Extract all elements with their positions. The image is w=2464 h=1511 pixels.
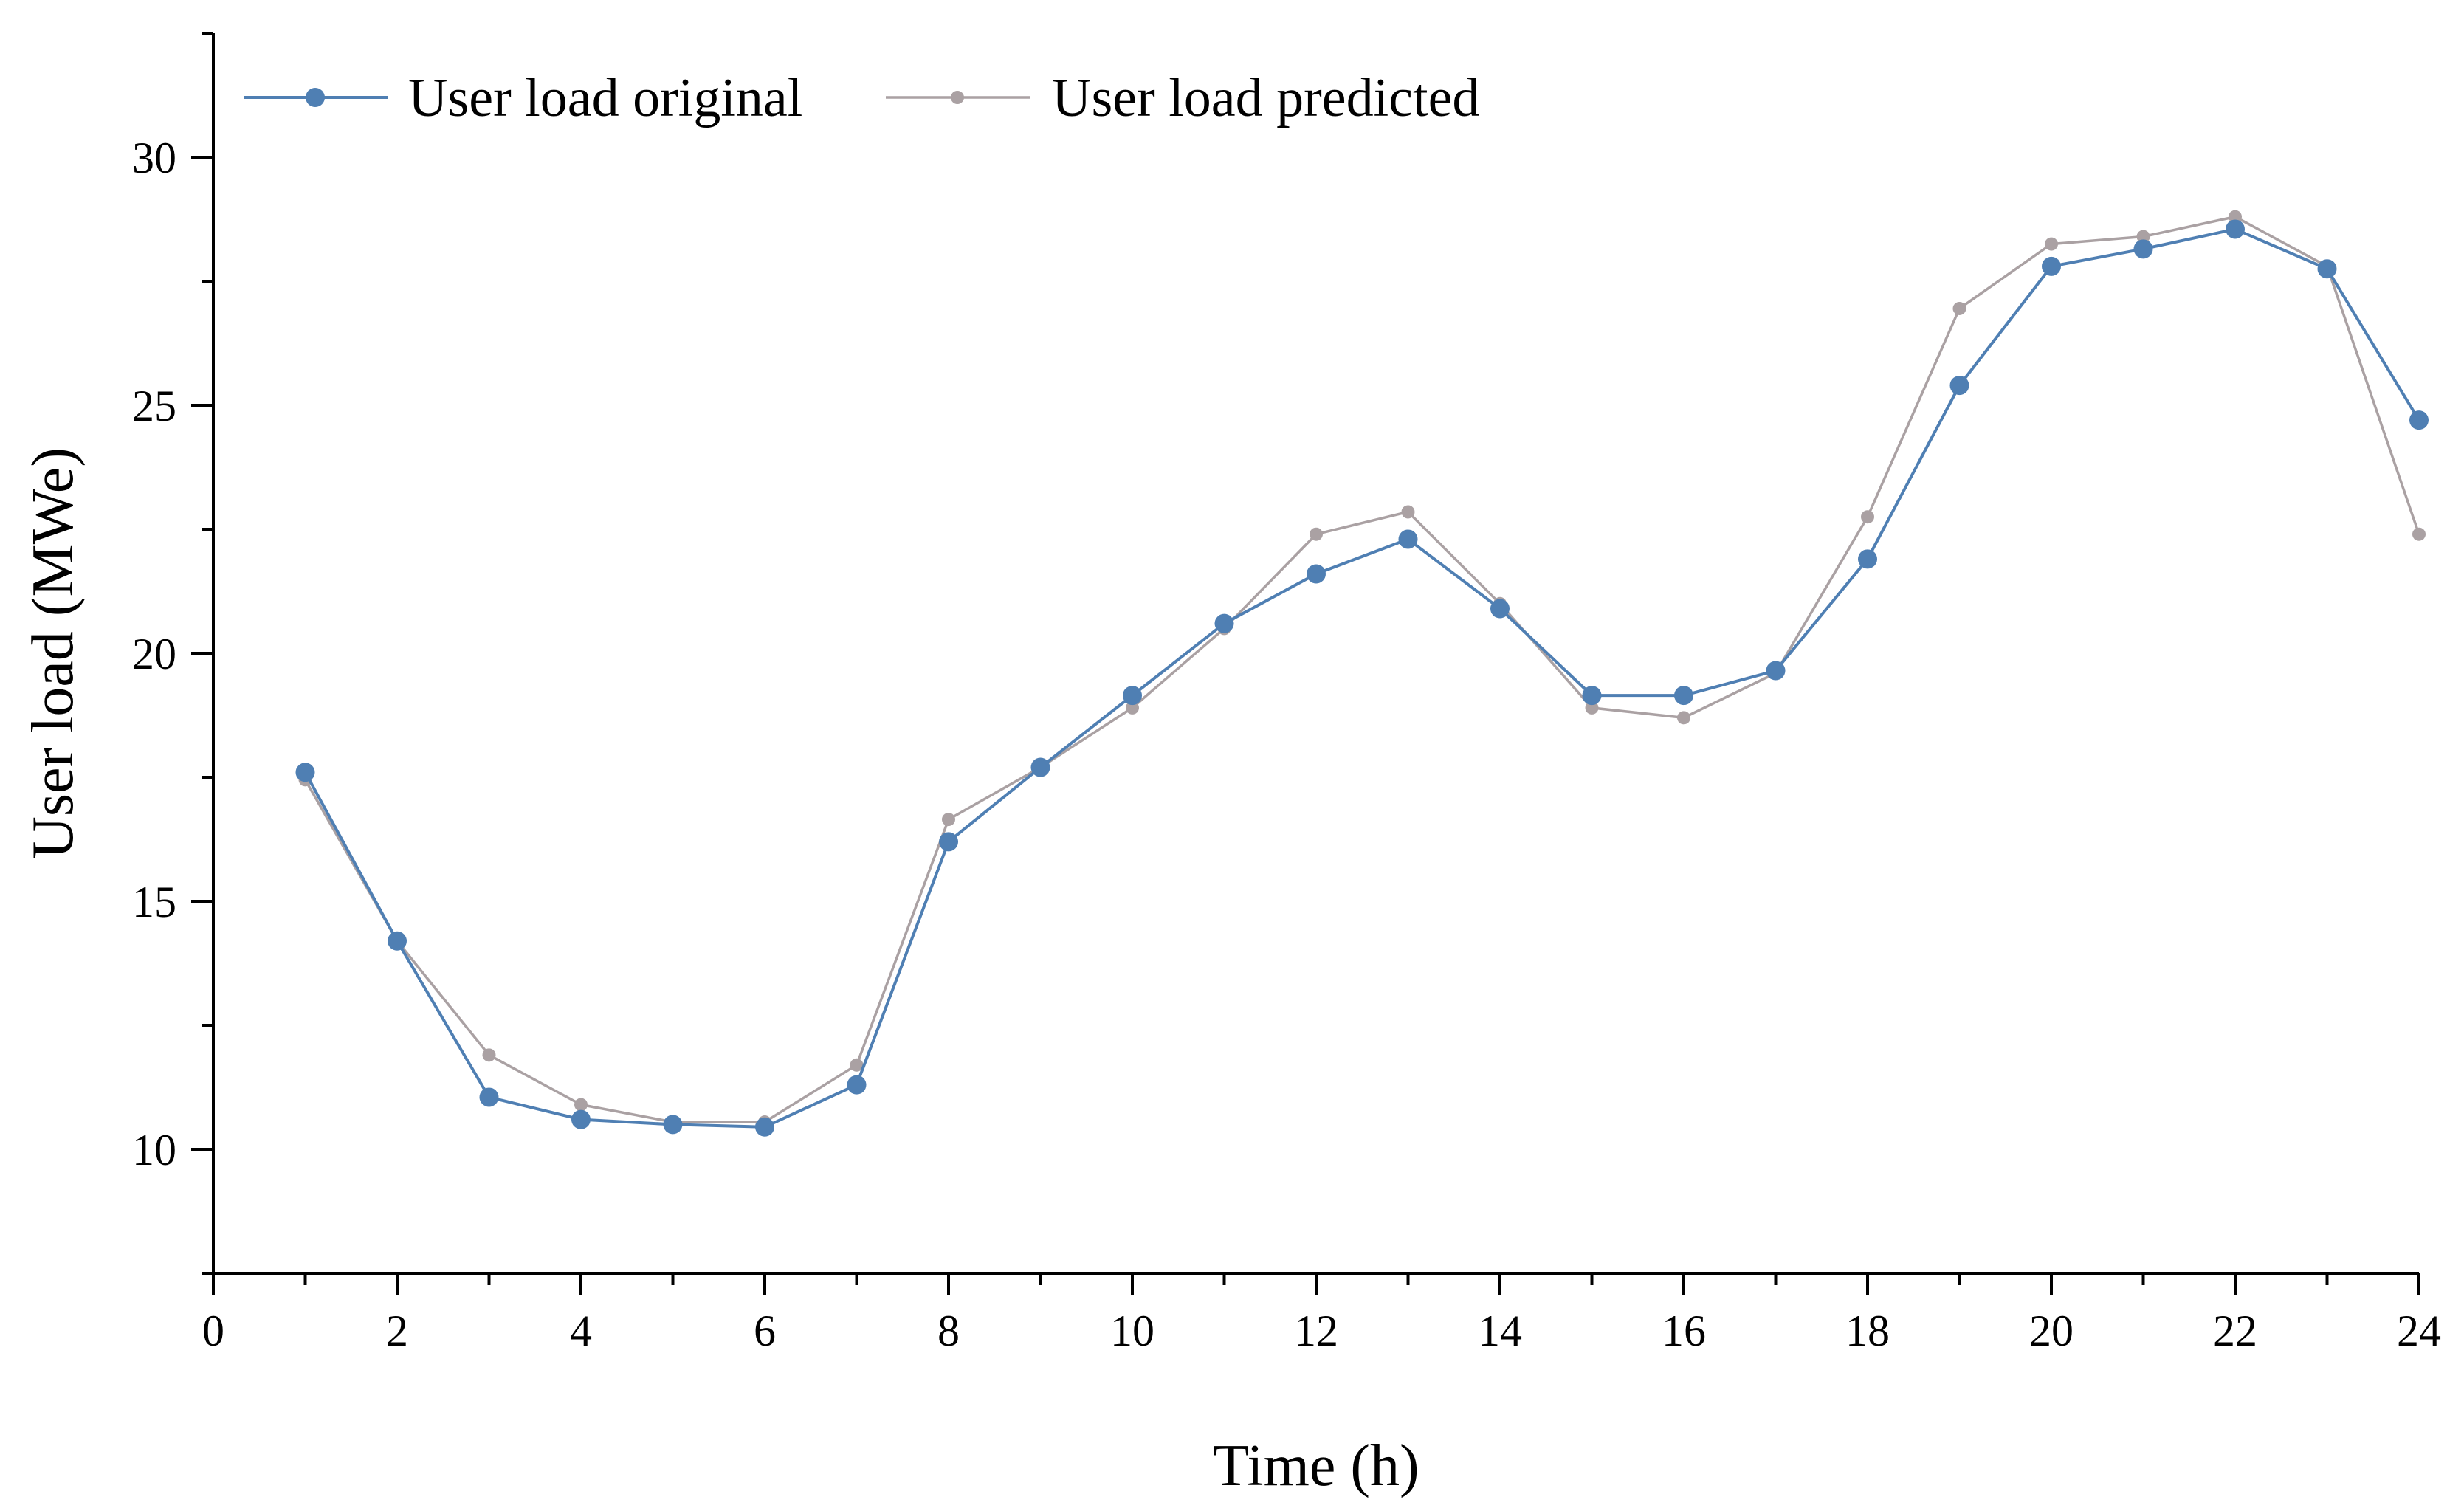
x-axis-title: Time (h) (1213, 1433, 1419, 1498)
data-point (2229, 210, 2242, 224)
x-tick-label: 20 (2029, 1307, 2074, 1355)
x-tick-label: 22 (2213, 1307, 2257, 1355)
x-tick-label: 8 (937, 1307, 960, 1355)
y-tick-label: 20 (132, 630, 176, 678)
data-point (2133, 239, 2153, 259)
data-point (1123, 686, 1142, 706)
x-tick-label: 6 (754, 1307, 776, 1355)
data-point (1674, 686, 1693, 706)
data-point (574, 1098, 588, 1112)
y-tick-label: 15 (132, 878, 176, 926)
x-tick-label: 12 (1294, 1307, 1338, 1355)
data-point (1401, 505, 1415, 519)
data-point (2042, 256, 2061, 276)
data-point (1307, 564, 1326, 584)
data-point (2412, 527, 2426, 541)
data-point (571, 1109, 591, 1129)
legend-item-original: User load original (244, 68, 802, 128)
data-point (1861, 510, 1874, 524)
data-point (388, 931, 407, 951)
legend: User load original User load predicted (244, 68, 1479, 128)
data-point (942, 813, 955, 827)
y-tick-label: 30 (132, 134, 176, 182)
x-tick-label: 2 (386, 1307, 408, 1355)
x-tick-label: 16 (1662, 1307, 1706, 1355)
data-point (1766, 661, 1786, 681)
legend-swatch-marker (306, 88, 325, 107)
data-point (1398, 529, 1418, 549)
data-point (2045, 237, 2058, 251)
data-point (482, 1048, 496, 1062)
data-point (1582, 686, 1602, 706)
series-line (303, 227, 2420, 1129)
y-tick-label: 25 (132, 382, 176, 430)
series-original (295, 219, 2429, 1137)
x-tick-label: 14 (1478, 1307, 1522, 1355)
x-tick-label: 4 (570, 1307, 592, 1355)
data-point (479, 1087, 499, 1107)
series-layer (295, 210, 2429, 1137)
data-point (1126, 701, 1139, 715)
x-tick-label: 0 (202, 1307, 224, 1355)
data-point (2226, 219, 2245, 239)
data-point (2409, 410, 2429, 430)
legend-item-predicted: User load predicted (886, 68, 1479, 128)
data-point (939, 832, 958, 852)
data-point (1030, 757, 1050, 777)
y-tick-label: 10 (132, 1126, 176, 1174)
data-point (847, 1075, 867, 1095)
data-point (2317, 259, 2337, 279)
series-line (303, 215, 2420, 1123)
data-point (1949, 376, 1969, 396)
x-tick-label: 24 (2397, 1307, 2441, 1355)
data-point (850, 1058, 864, 1072)
data-point (663, 1115, 683, 1135)
data-point (1214, 613, 1234, 633)
data-point (295, 763, 315, 782)
data-point (1858, 549, 1877, 569)
legend-label: User load original (408, 68, 802, 128)
data-point (2136, 230, 2150, 244)
data-point (1585, 701, 1599, 715)
data-point (1490, 599, 1510, 619)
legend-swatch-marker (951, 91, 964, 104)
x-tick-label: 10 (1110, 1307, 1154, 1355)
data-point (755, 1117, 774, 1137)
series-predicted (298, 210, 2426, 1129)
x-tick-label: 18 (1845, 1307, 1890, 1355)
data-point (1677, 711, 1690, 725)
y-axis-title: User load (MWe) (21, 447, 86, 859)
data-point (1310, 527, 1323, 541)
legend-label: User load predicted (1052, 68, 1479, 128)
data-point (1952, 301, 1966, 315)
